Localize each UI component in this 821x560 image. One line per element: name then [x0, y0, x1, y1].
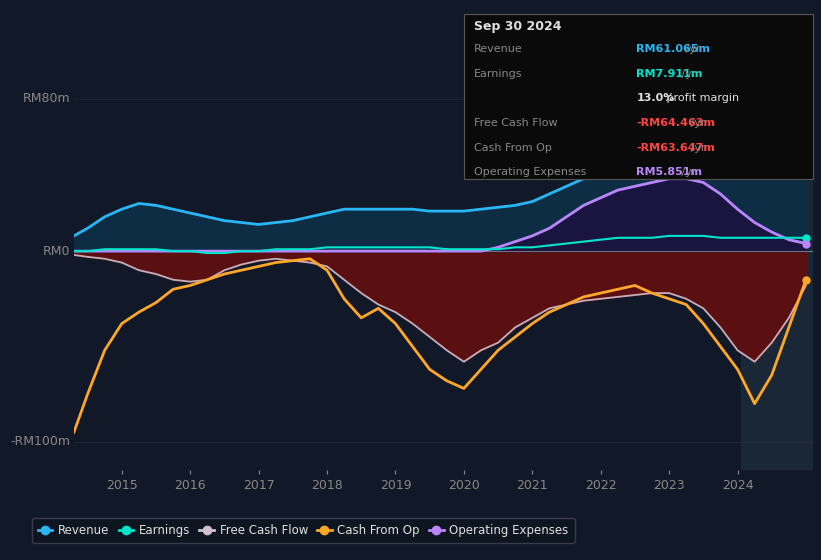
Bar — [741, 70, 813, 470]
Text: RM7.911m: RM7.911m — [636, 69, 703, 79]
Text: RM0: RM0 — [43, 245, 70, 258]
Text: /yr: /yr — [687, 118, 706, 128]
Text: -RM64.463m: -RM64.463m — [636, 118, 715, 128]
Text: Earnings: Earnings — [474, 69, 522, 79]
Text: Revenue: Revenue — [474, 44, 522, 54]
Text: -RM100m: -RM100m — [10, 435, 70, 449]
Text: /yr: /yr — [677, 69, 696, 79]
Text: Free Cash Flow: Free Cash Flow — [474, 118, 557, 128]
Text: profit margin: profit margin — [663, 94, 740, 104]
Text: /yr: /yr — [677, 167, 696, 178]
Text: RM80m: RM80m — [22, 92, 70, 105]
Text: /yr: /yr — [687, 143, 706, 153]
Text: -RM63.647m: -RM63.647m — [636, 143, 715, 153]
Text: RM5.851m: RM5.851m — [636, 167, 702, 178]
Text: Cash From Op: Cash From Op — [474, 143, 552, 153]
Text: 13.0%: 13.0% — [636, 94, 675, 104]
Text: Operating Expenses: Operating Expenses — [474, 167, 586, 178]
Text: Sep 30 2024: Sep 30 2024 — [474, 20, 562, 32]
Text: /yr: /yr — [682, 44, 701, 54]
Text: RM61.065m: RM61.065m — [636, 44, 710, 54]
Legend: Revenue, Earnings, Free Cash Flow, Cash From Op, Operating Expenses: Revenue, Earnings, Free Cash Flow, Cash … — [32, 518, 575, 543]
